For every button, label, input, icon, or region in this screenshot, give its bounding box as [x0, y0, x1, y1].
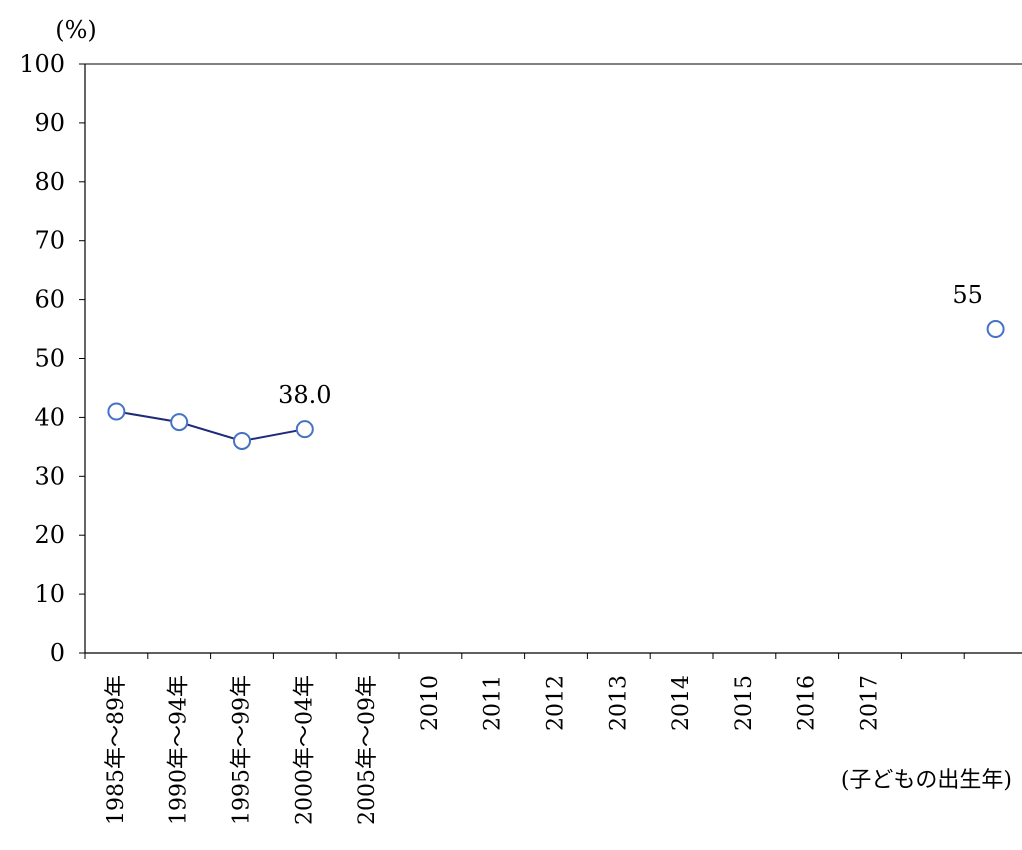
- data-label: 55: [952, 281, 983, 309]
- x-tick-label: 2016: [795, 675, 820, 731]
- x-tick-label: 2017: [858, 675, 883, 731]
- y-tick-label: 60: [34, 286, 65, 314]
- y-tick-label: 10: [34, 580, 65, 608]
- x-tick-label: 2014: [669, 675, 694, 731]
- y-tick-label: 90: [34, 109, 65, 137]
- series-lines: [116, 410, 305, 442]
- y-tick-label: 0: [50, 639, 65, 667]
- data-point: [295, 420, 314, 439]
- data-point: [170, 413, 189, 432]
- plot-frame: [84, 63, 1022, 654]
- x-tick-label: 1990年～94年: [167, 675, 192, 825]
- y-tick-label: 20: [34, 521, 65, 549]
- y-unit-label: (%): [55, 16, 97, 44]
- x-tick-label: 2000年～04年: [292, 675, 317, 825]
- data-point: [107, 402, 126, 421]
- series-points: [107, 320, 1005, 450]
- y-tick-label: 80: [34, 168, 65, 196]
- x-tick-label: 2005年～09年: [355, 675, 380, 825]
- y-tick-label: 40: [34, 403, 65, 431]
- x-tick-label: 2012: [544, 675, 569, 731]
- data-point: [986, 320, 1005, 339]
- data-point: [233, 431, 251, 450]
- x-tick-label: 2015: [732, 675, 757, 731]
- x-tick-label: 1985年～89年: [104, 675, 129, 825]
- x-tick-label: 2011: [481, 675, 506, 731]
- data-label: 38.0: [278, 381, 331, 409]
- series-line: [116, 410, 305, 442]
- x-tick-label: 2013: [606, 675, 631, 731]
- data-labels: 38.0 55: [278, 281, 983, 409]
- y-tick-label: 30: [34, 462, 65, 490]
- x-tick-label: 2010: [418, 675, 443, 731]
- x-tick-label: 1995年～99年: [230, 675, 255, 825]
- y-tick-label: 50: [34, 345, 65, 373]
- x-axis: 1985年～89年 1990年～94年 1995年～99年 2000年～04年 2005…: [84, 653, 965, 825]
- y-tick-label: 70: [34, 227, 65, 255]
- y-tick-label: 100: [19, 50, 65, 78]
- x-axis-label: (子どもの出生年): [841, 768, 1012, 793]
- y-axis: 0 10 20 30 40 50 60 70 80 90 100: [19, 50, 85, 667]
